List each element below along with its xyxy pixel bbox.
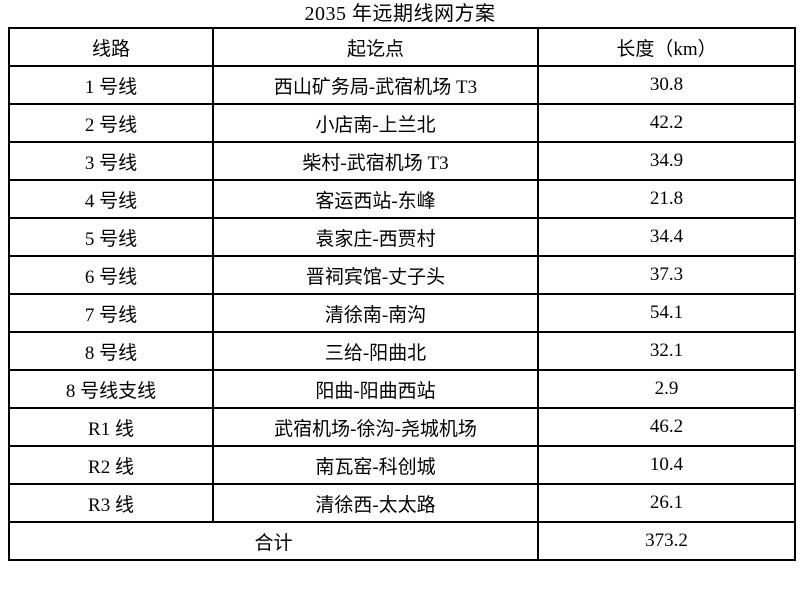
table-row: 8 号线 三给-阳曲北 32.1 [8,331,796,371]
cell-length: 26.1 [537,483,796,523]
cell-length: 2.9 [537,369,796,409]
cell-length: 42.2 [537,103,796,143]
total-row: 合计 373.2 [8,521,796,561]
cell-length: 37.3 [537,255,796,295]
cell-route: 柴村-武宿机场 T3 [212,141,539,181]
cell-length: 32.1 [537,331,796,371]
cell-line: R1 线 [8,407,214,447]
table-row: 6 号线 晋祠宾馆-丈子头 37.3 [8,255,796,295]
cell-line: 5 号线 [8,217,214,257]
cell-length: 30.8 [537,65,796,105]
col-header-line: 线路 [8,27,214,67]
cell-line: 8 号线支线 [8,369,214,409]
cell-line: 7 号线 [8,293,214,333]
header-row: 线路 起讫点 长度（km） [8,27,796,67]
table-row: R3 线 清徐西-太太路 26.1 [8,483,796,523]
table-row: R1 线 武宿机场-徐沟-尧城机场 46.2 [8,407,796,447]
table-row: 3 号线 柴村-武宿机场 T3 34.9 [8,141,796,181]
cell-length: 34.9 [537,141,796,181]
cell-route: 清徐西-太太路 [212,483,539,523]
cell-length: 46.2 [537,407,796,447]
table-row: R2 线 南瓦窑-科创城 10.4 [8,445,796,485]
table-row: 7 号线 清徐南-南沟 54.1 [8,293,796,333]
cell-route: 客运西站-东峰 [212,179,539,219]
table-row: 2 号线 小店南-上兰北 42.2 [8,103,796,143]
col-header-length: 长度（km） [537,27,796,67]
total-value: 373.2 [537,521,796,561]
cell-route: 袁家庄-西贾村 [212,217,539,257]
cell-line: 4 号线 [8,179,214,219]
cell-route: 武宿机场-徐沟-尧城机场 [212,407,539,447]
cell-line: 2 号线 [8,103,214,143]
page-title: 2035 年远期线网方案 [304,3,496,25]
cell-length: 54.1 [537,293,796,333]
table-row: 5 号线 袁家庄-西贾村 34.4 [8,217,796,257]
cell-line: 6 号线 [8,255,214,295]
cell-line: 1 号线 [8,65,214,105]
cell-line: R3 线 [8,483,214,523]
cell-length: 21.8 [537,179,796,219]
cell-route: 南瓦窑-科创城 [212,445,539,485]
total-label: 合计 [8,521,539,561]
cell-line: 3 号线 [8,141,214,181]
cell-route: 小店南-上兰北 [212,103,539,143]
table-row: 8 号线支线 阳曲-阳曲西站 2.9 [8,369,796,409]
cell-line: 8 号线 [8,331,214,371]
cell-route: 西山矿务局-武宿机场 T3 [212,65,539,105]
cell-length: 10.4 [537,445,796,485]
table-row: 1 号线 西山矿务局-武宿机场 T3 30.8 [8,65,796,105]
line-network-table: 线路 起讫点 长度（km） 1 号线 西山矿务局-武宿机场 T3 30.8 2 … [8,27,796,561]
cell-route: 三给-阳曲北 [212,331,539,371]
cell-route: 阳曲-阳曲西站 [212,369,539,409]
cell-line: R2 线 [8,445,214,485]
cell-route: 晋祠宾馆-丈子头 [212,255,539,295]
cell-length: 34.4 [537,217,796,257]
col-header-route: 起讫点 [212,27,539,67]
cell-route: 清徐南-南沟 [212,293,539,333]
table-row: 4 号线 客运西站-东峰 21.8 [8,179,796,219]
